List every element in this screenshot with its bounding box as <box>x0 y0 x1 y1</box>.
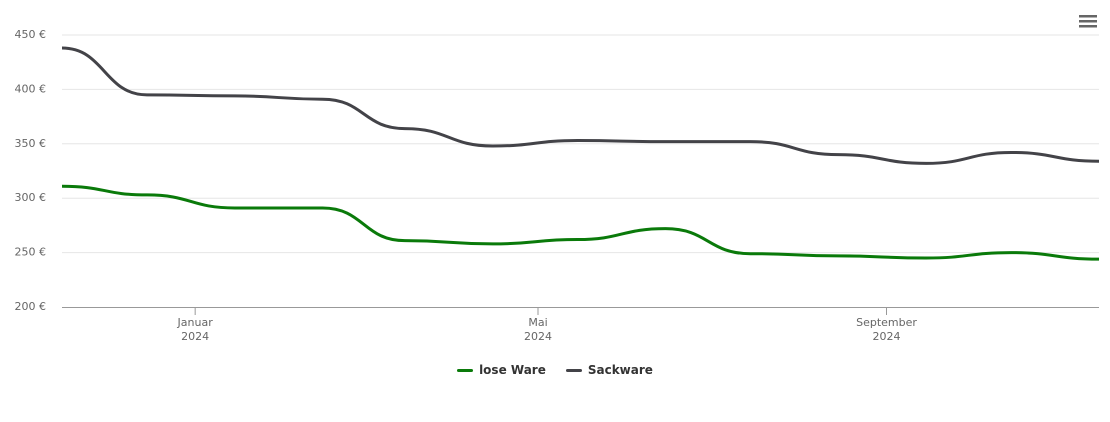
x-tick-label: Mai 2024 <box>524 316 552 343</box>
legend: lose Ware Sackware <box>0 363 1110 377</box>
legend-item[interactable]: Sackware <box>565 363 653 377</box>
legend-label: lose Ware <box>479 363 546 377</box>
x-tick-label: September 2024 <box>856 316 917 343</box>
legend-item[interactable]: lose Ware <box>457 363 546 377</box>
x-tick-label: Januar 2024 <box>177 316 213 343</box>
legend-swatch <box>457 368 474 372</box>
menu-bar <box>1079 25 1097 28</box>
line-series <box>61 46 1100 165</box>
y-tick-label: 200 € <box>15 300 47 313</box>
menu-bar <box>1079 20 1097 23</box>
legend-label: Sackware <box>587 363 653 377</box>
y-tick-label: 300 € <box>15 191 47 204</box>
legend-swatch <box>565 368 582 372</box>
line-series <box>61 184 1100 261</box>
y-tick-label: 350 € <box>15 137 47 150</box>
y-tick-label: 450 € <box>15 28 47 41</box>
menu-bar <box>1079 15 1097 18</box>
y-tick-label: 400 € <box>15 82 47 95</box>
menu-button[interactable] <box>1079 15 1097 28</box>
y-tick-label: 250 € <box>15 246 47 259</box>
